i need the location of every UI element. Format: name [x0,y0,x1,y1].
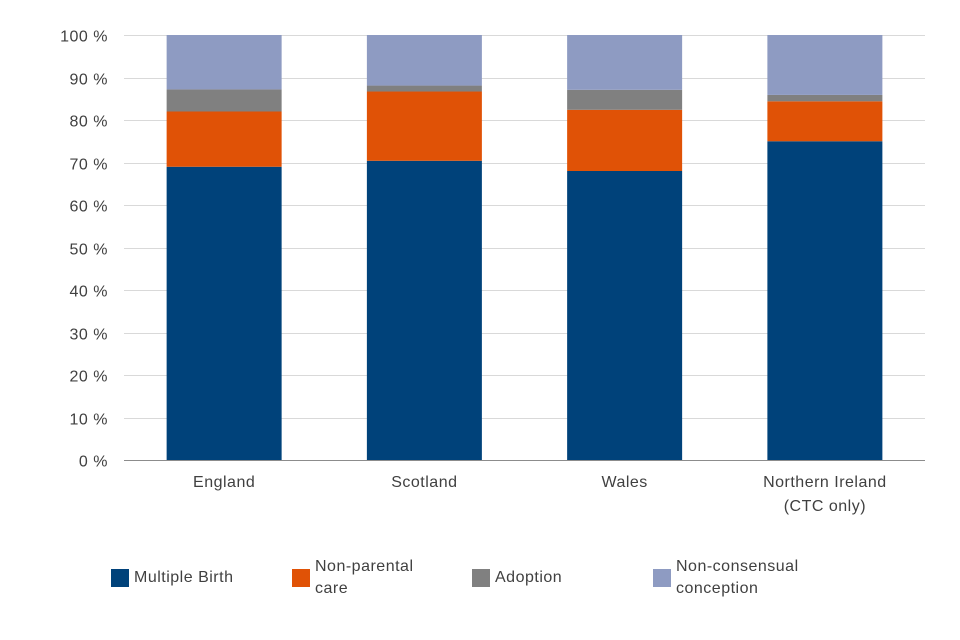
legend-label: Non-consensual conception [676,558,799,597]
bar-segment-adoption [166,89,282,112]
bar-segment-multiple-birth [767,141,883,460]
axes: 0 % 10 % 20 % 30 % 40 % 50 % 60 % 70 % 80 % 90 % 1… [60,29,925,515]
bar-segment-multiple-birth [166,166,282,460]
bar-segment-non-parental-care [366,91,482,161]
y-tick-label: 100 % [60,29,108,46]
bar-segment-adoption [767,94,883,102]
bar-segment-non-parental-care [166,111,282,167]
legend-item: Adoption [472,553,562,603]
x-category-label: England [193,474,255,491]
legend-swatch [472,569,490,587]
legend-item: Non-consensual conception [653,553,799,603]
legend-label: Non-parental care [315,558,414,597]
y-tick-label: 0 % [79,454,108,471]
y-tick-label: 10 % [70,412,108,429]
bar-segment-non-consensual-conception [767,35,883,95]
legend-swatch [111,569,129,587]
bar-segment-non-consensual-conception [567,35,683,90]
x-category-label: Northern Ireland (CTC only) [763,474,887,515]
bar-segment-non-consensual-conception [166,35,282,90]
bar-segment-adoption [567,89,683,110]
x-category-label: Scotland [391,474,457,491]
bar-segment-multiple-birth [366,160,482,461]
bar-series [166,35,883,461]
y-tick-label: 50 % [70,242,108,259]
y-tick-label: 40 % [70,284,108,301]
x-category-label: Wales [601,474,647,491]
bar-segment-non-parental-care [767,101,883,142]
bar-segment-non-parental-care [567,109,683,171]
bar-segment-adoption [366,85,482,92]
legend-swatch [653,569,671,587]
y-tick-label: 90 % [70,72,108,89]
legend-label: Adoption [495,569,563,586]
y-tick-label: 20 % [70,369,108,386]
stacked-bar-chart: 0 % 10 % 20 % 30 % 40 % 50 % 60 % 70 % 80 % 90 % 1… [60,29,925,515]
bar-segment-multiple-birth [567,171,683,460]
legend-swatch [292,569,310,587]
legend-item: Non-parental care [292,553,414,603]
bar-segment-non-consensual-conception [366,35,482,86]
legend-item: Multiple Birth [111,553,233,603]
legend: Multiple Birth Non-parental care Adoption No… [0,550,960,610]
y-tick-label: 70 % [70,157,108,174]
y-tick-label: 80 % [70,114,108,131]
y-tick-label: 30 % [70,327,108,344]
legend-label: Multiple Birth [134,569,234,586]
y-tick-label: 60 % [70,199,108,216]
